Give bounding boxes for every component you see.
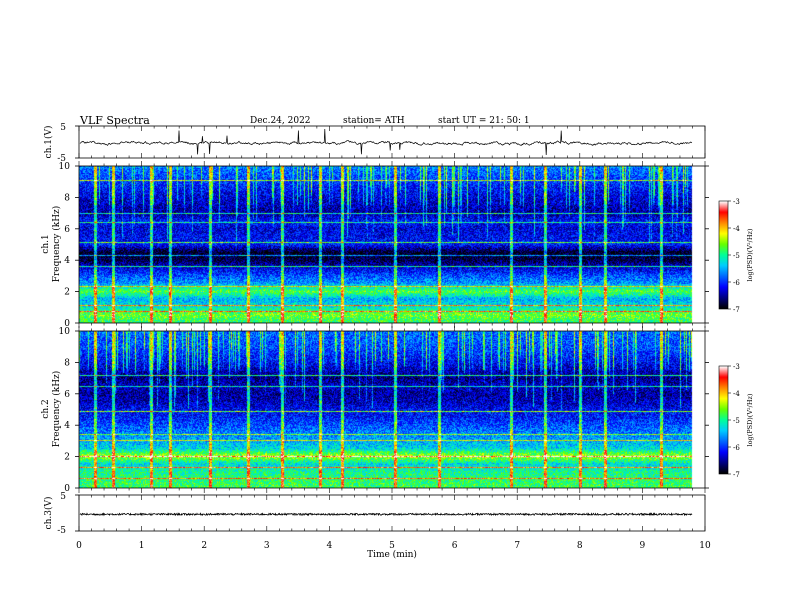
- ch1-frequency-ylabel: Frequency (kHz): [51, 206, 62, 283]
- colorbar-label: log(PSD)(V²/Hz): [746, 228, 754, 281]
- colorbar-tick-label: -7: [733, 306, 740, 314]
- ch3-waveform-ylabel: ch.3(V): [43, 497, 54, 530]
- colorbar-label: log(PSD)(V²/Hz): [746, 393, 754, 446]
- ch1-waveform-ylabel: ch.1(V): [43, 126, 54, 159]
- time-axis-tick-label: 5: [389, 541, 395, 551]
- colorbar-tick-label: -3: [733, 198, 740, 206]
- ch1-spectrogram-yticks: 0 2 4 6 8 10: [59, 162, 709, 329]
- time-axis-tick-label: 4: [327, 541, 333, 551]
- ch2-colorbar: -3 -4 -5 -6 -7 log(PSD)(V²/Hz): [718, 363, 754, 479]
- time-axis-tick-label: 6: [452, 541, 458, 551]
- ch2-spectrogram-yticks: 0 2 4 6 8 10: [59, 327, 709, 494]
- ch1-waveform-ticks: [75, 125, 706, 159]
- ch1-freq-tick-label: 0: [64, 319, 70, 329]
- date-label: Dec.24, 2022: [250, 116, 311, 126]
- time-axis-label: Time (min): [367, 549, 417, 560]
- ch2-channel-label: ch.2: [41, 399, 51, 418]
- ch2-freq-tick-label: 6: [64, 390, 70, 400]
- colorbar-tick-label: -6: [733, 279, 740, 287]
- ch3-waveform-panel: 5 -5 ch.3(V) 0 1 2 3 4 5 6 7 8 9 10 Time (min): [43, 492, 711, 560]
- time-axis-tick-label: 3: [264, 541, 270, 551]
- time-axis-tick-label: 7: [514, 541, 520, 551]
- ch1-freq-tick-label: 8: [64, 193, 70, 203]
- ch1-freq-tick-label: 10: [59, 162, 71, 172]
- time-axis-tick-label: 8: [577, 541, 583, 551]
- ch1-freq-tick-label: 6: [64, 225, 70, 235]
- ch1-freq-tick-label: 4: [64, 256, 70, 266]
- colorbar-tick-label: -3: [733, 363, 740, 371]
- ch1-waveform-trace: [79, 128, 693, 156]
- ch1-ytick-bottom: -5: [57, 154, 66, 164]
- ch2-freq-tick-label: 10: [59, 327, 71, 337]
- colorbar-gradient: [719, 201, 728, 309]
- ch3-waveform-ticks: [75, 494, 706, 532]
- ch1-spectrogram-xticks: [78, 161, 706, 328]
- ch2-frequency-ylabel: Frequency (kHz): [51, 371, 62, 448]
- ch3-ytick-bottom: -5: [57, 526, 66, 536]
- time-axis-tick-label: 10: [699, 541, 711, 551]
- ch1-ytick-top: 5: [60, 123, 66, 133]
- ch2-freq-tick-label: 8: [64, 358, 70, 368]
- ch2-spectrogram-panel: 0 2 4 6 8 10 ch.2 Frequency (kHz) -3 -4 -5 -6 -7 l…: [41, 326, 754, 494]
- station-label: station= ATH: [343, 116, 405, 126]
- colorbar-tick-label: -5: [733, 252, 740, 260]
- ch1-spectrogram-panel: 0 2 4 6 8 10 ch.1 Frequency (kHz) -3 -4 -5 -6 -7 l…: [41, 161, 754, 329]
- time-axis-tick-labels: 0 1 2 3 4 5 6 7 8 9 10: [76, 541, 711, 551]
- start-time-label: start UT = 21: 50: 1: [438, 116, 530, 126]
- ch3-waveform-frame: [78, 494, 706, 532]
- colorbar-tick-label: -7: [733, 471, 740, 479]
- ch1-waveform-panel: 5 -5 ch.1(V): [43, 123, 706, 164]
- time-axis-tick-label: 2: [201, 541, 207, 551]
- figure-title: VLF Spectra: [79, 114, 150, 127]
- ch2-freq-tick-label: 0: [64, 484, 70, 494]
- time-axis-tick-label: 1: [139, 541, 145, 551]
- ch2-freq-tick-label: 2: [64, 453, 70, 463]
- figure-header: VLF Spectra Dec.24, 2022 station= ATH st…: [79, 114, 530, 127]
- colorbar-tick-label: -6: [733, 444, 740, 452]
- ch2-spectrogram-image: [79, 331, 705, 488]
- ch2-spectrogram-xticks: [78, 326, 706, 493]
- ch1-spectrogram-image: [79, 166, 705, 323]
- ch1-freq-tick-label: 2: [64, 288, 70, 298]
- ch1-channel-label: ch.1: [41, 234, 51, 253]
- colorbar-tick-label: -4: [733, 225, 740, 233]
- colorbar-tick-label: -5: [733, 417, 740, 425]
- ch3-ytick-top: 5: [60, 492, 66, 502]
- time-axis-tick-label: 0: [76, 541, 82, 551]
- colorbar-gradient: [719, 366, 728, 474]
- ch2-freq-tick-label: 4: [64, 421, 70, 431]
- colorbar-tick-label: -4: [733, 390, 740, 398]
- time-axis-tick-label: 9: [640, 541, 646, 551]
- ch1-colorbar: -3 -4 -5 -6 -7 log(PSD)(V²/Hz): [718, 198, 754, 314]
- ch3-waveform-trace: [79, 512, 693, 517]
